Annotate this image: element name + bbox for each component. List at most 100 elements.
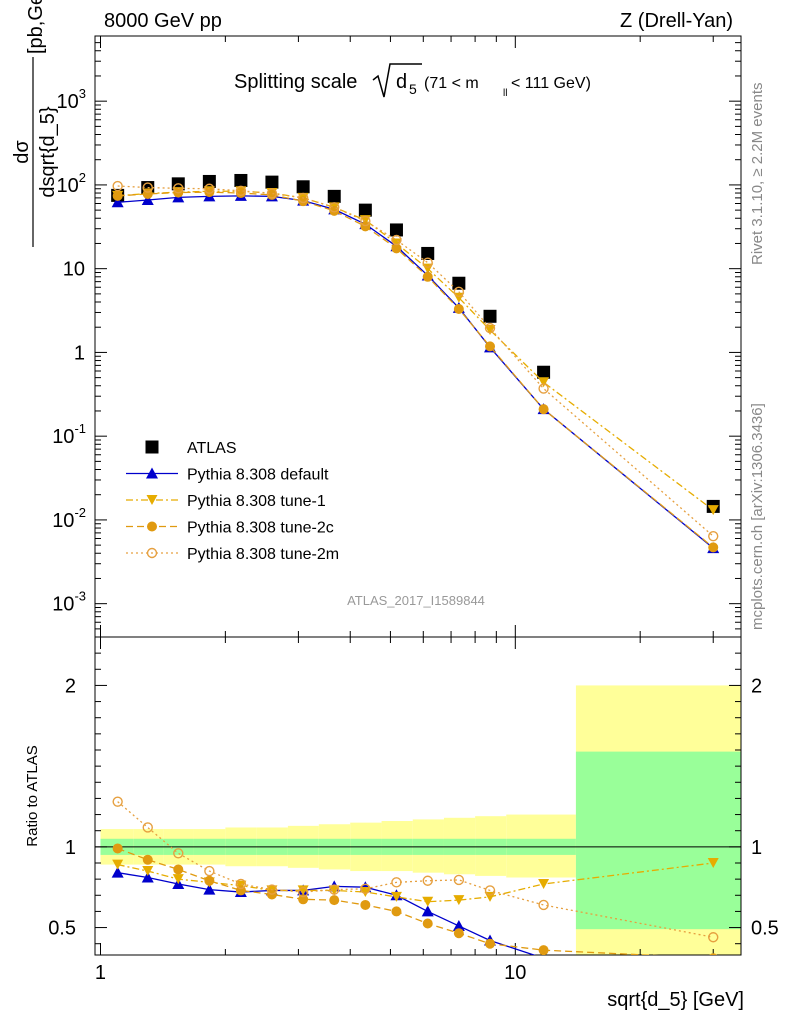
y-tick-label-ratio-left-0: 0.5 <box>48 918 76 940</box>
legend-label-tune2c: Pythia 8.308 tune-2c <box>187 520 334 537</box>
y-tick-label-exp: -1 <box>74 421 86 436</box>
ratio-point-tune2c-2 <box>173 864 184 875</box>
point-tune2m-0 <box>112 180 123 192</box>
ratio-point-default-0 <box>111 866 124 878</box>
point-tune2c-8 <box>360 221 371 232</box>
title-range-close: < 111 GeV) <box>511 75 591 92</box>
series-line-tune1 <box>117 190 714 511</box>
point-default-0 <box>111 196 124 208</box>
title-subscript: 5 <box>409 81 417 97</box>
x-tick-label-1: 10 <box>504 962 526 984</box>
ratio-point-tune2m-12 <box>484 885 496 896</box>
point-atlas-10 <box>421 246 435 260</box>
rivet-label: Rivet 3.1.10, ≥ 2.2M events <box>749 83 766 266</box>
ratio-point-tune1-10 <box>422 896 434 907</box>
ratio-point-tune2c-10 <box>422 918 433 929</box>
ratio-point-tune2m-3 <box>204 865 215 877</box>
legend-marker-tune1 <box>146 495 158 505</box>
y-tick-label-main-1: 10-2 <box>52 505 86 532</box>
legend-marker-default <box>146 467 158 479</box>
point-tune2c-0 <box>112 190 123 201</box>
point-tune2m-4 <box>235 185 247 197</box>
ratio-point-tune2c-7 <box>329 895 340 906</box>
title-symbol: d <box>396 71 407 93</box>
y-tick-label-exp: 2 <box>79 170 86 185</box>
ratio-point-tune2m-14 <box>708 932 719 943</box>
ratio-point-tune1-2 <box>172 874 184 885</box>
ratio-point-tune2m-9 <box>391 877 402 888</box>
point-atlas-12 <box>483 309 497 323</box>
ratio-point-tune2m-13 <box>538 899 549 911</box>
ratio-point-tune2c-8 <box>360 899 371 910</box>
point-tune2c-9 <box>391 243 402 254</box>
ratio-point-tune2m-1 <box>142 822 153 833</box>
point-tune2m-6 <box>297 192 309 204</box>
main-series <box>111 173 720 554</box>
ratio-point-tune2m-10 <box>422 875 433 886</box>
ratio-bands <box>95 685 741 955</box>
ratio-point-default-11 <box>452 919 465 931</box>
y-tick-label-ratio-right-2: 2 <box>751 675 762 697</box>
y-tick-label-base: 10 <box>57 91 79 113</box>
main-title: Splitting scale d 5 (71 < m ll < 111 GeV… <box>234 63 591 99</box>
point-default-1 <box>141 194 154 206</box>
y-label-ratio: Ratio to ATLAS <box>24 745 41 846</box>
ratio-point-tune2c-3 <box>204 875 215 886</box>
ratio-point-tune1-11 <box>453 895 465 906</box>
y-tick-label-main-5: 102 <box>57 170 86 197</box>
ratio-point-tune2m-4 <box>235 878 247 890</box>
point-tune2m-8 <box>360 215 371 227</box>
point-tune2c-6 <box>298 196 309 207</box>
point-tune1-12 <box>484 325 496 336</box>
point-tune2m-12 <box>484 322 496 334</box>
ratio-point-tune2c-11 <box>453 928 464 939</box>
point-tune2m-2 <box>173 183 184 194</box>
ratio-point-tune1-0 <box>112 859 124 870</box>
ratio-point-tune1-8 <box>359 887 371 898</box>
ratio-point-tune2c-1 <box>142 854 153 865</box>
y-tick-label-base: 10 <box>52 426 74 448</box>
y-tick-label-main-6: 103 <box>57 86 86 113</box>
point-atlas-11 <box>452 276 466 290</box>
y-label-units-text: [pb,GeV <box>25 0 47 54</box>
point-atlas-5 <box>265 175 279 189</box>
y-tick-label-base: 10 <box>52 594 74 616</box>
point-atlas-13 <box>537 365 551 379</box>
y-tick-label-exp: -3 <box>74 589 86 604</box>
series-line-tune2m <box>117 185 714 537</box>
point-tune2m-10 <box>422 257 433 268</box>
ratio-point-tune2c-12 <box>485 938 496 949</box>
point-tune1-13 <box>538 377 550 388</box>
y-tick-label-ratio-left-2: 2 <box>65 675 76 697</box>
y-label-units: [pb,GeV -1 ] <box>16 0 47 54</box>
point-atlas-6 <box>296 180 310 194</box>
y-tick-label-exp: -2 <box>74 505 86 520</box>
point-tune2m-11 <box>453 286 465 297</box>
y-tick-label-exp: 3 <box>79 86 86 101</box>
point-tune2c-13 <box>538 404 549 415</box>
ratio-series <box>111 796 719 955</box>
y-tick-label-ratio-right-0: 0.5 <box>751 918 779 940</box>
ratio-point-tune1-14 <box>707 857 719 868</box>
point-tune2m-3 <box>204 183 215 194</box>
ratio-point-default-10 <box>421 905 434 917</box>
y-label-denominator: dsqrt{d_5} <box>37 106 59 198</box>
title-range-open: (71 < m <box>424 75 479 92</box>
series-line-tune2c <box>117 191 714 548</box>
legend-marker-tune2m <box>146 547 158 559</box>
ratio-point-tune2m-7 <box>329 884 340 895</box>
ratio-point-tune2c-14 <box>709 953 718 955</box>
mcplots-label: mcplots.cern.ch [arXiv:1306.3436] <box>749 403 766 630</box>
ratio-point-tune2m-5 <box>266 884 278 895</box>
ratio-point-tune1-7 <box>328 885 340 896</box>
legend-marker-atlas <box>145 440 159 454</box>
ratio-frame <box>94 636 742 956</box>
ratio-point-tune2m-11 <box>453 874 465 886</box>
point-tune2m-7 <box>329 202 340 213</box>
y-tick-label-main-3: 1 <box>74 342 85 364</box>
ratio-line-tune1 <box>117 862 714 903</box>
point-tune2m-9 <box>391 234 402 246</box>
watermark: ATLAS_2017_I1589844 <box>347 593 485 608</box>
y-tick-label-base: 10 <box>52 510 74 532</box>
